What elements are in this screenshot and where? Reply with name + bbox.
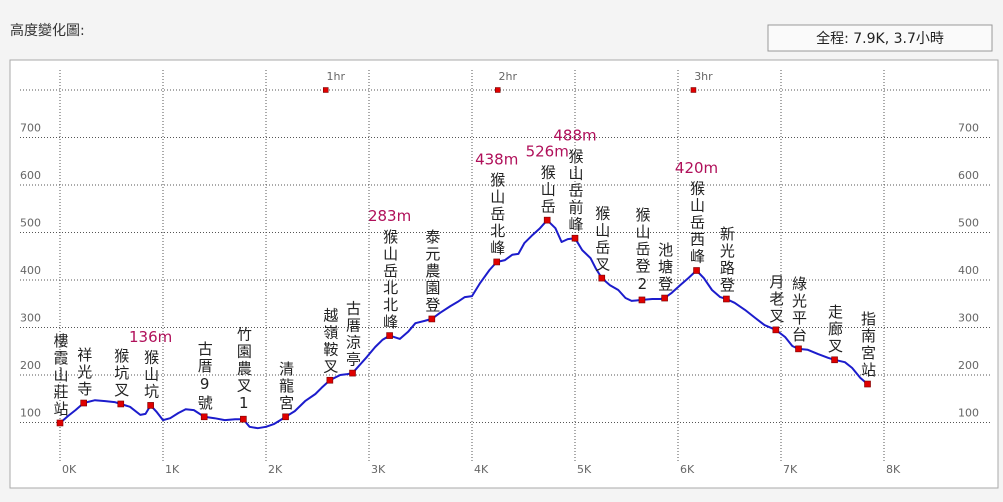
waypoint-marker (795, 345, 802, 353)
x-tick-label: 2K (268, 463, 283, 476)
x-tick-label: 4K (474, 463, 489, 476)
header-title: 高度變化圖: (10, 22, 85, 39)
waypoint-name: 猴山坑 (142, 349, 160, 400)
waypoint-marker (117, 400, 125, 408)
waypoint-name: 月老叉 (767, 274, 785, 325)
waypoint-name: 猴坑叉 (112, 348, 130, 399)
elevation-label: 526m (526, 143, 569, 161)
waypoint-marker (638, 296, 646, 304)
waypoint-marker (240, 415, 247, 423)
waypoint-name: 竹園農叉1 (235, 326, 253, 414)
waypoint-marker (282, 413, 289, 421)
waypoint-marker (326, 376, 334, 384)
waypoint-marker (543, 216, 551, 224)
x-tick-label: 7K (783, 463, 798, 476)
elevation-label: 420m (675, 159, 718, 177)
waypoint-name: 祥光寺 (75, 347, 93, 398)
time-mark (322, 87, 329, 93)
x-tick-label: 8K (886, 463, 901, 476)
elevation-label: 283m (368, 207, 411, 225)
y-tick-label-right: 700 (958, 122, 979, 135)
x-tick-label: 5K (577, 463, 592, 476)
y-tick-label-right: 500 (958, 217, 979, 230)
time-mark-label: 1hr (326, 70, 345, 83)
waypoint-marker (80, 399, 87, 407)
y-tick-label: 300 (20, 312, 41, 325)
waypoint-name: 走廊叉 (826, 304, 844, 355)
x-tick-label: 0K (62, 463, 77, 476)
waypoint-name: 清龍宮 (277, 361, 295, 412)
y-tick-label-right: 200 (958, 359, 979, 372)
waypoint-marker (723, 295, 730, 303)
waypoint-name: 猴山岳 (539, 164, 557, 215)
y-tick-label: 200 (20, 359, 41, 372)
waypoint-marker (831, 356, 838, 364)
waypoint-name: 猴山岳西峰 (688, 181, 706, 266)
waypoint-name: 猴山岳前峰 (567, 148, 585, 233)
waypoint-marker (864, 380, 871, 388)
y-tick-label: 400 (20, 264, 41, 277)
y-tick-label: 100 (20, 407, 41, 420)
elevation-label: 136m (129, 328, 172, 346)
x-tick-label: 1K (165, 463, 180, 476)
waypoint-marker (200, 413, 208, 421)
waypoint-marker (493, 258, 501, 266)
waypoint-name: 猴山岳北峰 (488, 172, 506, 257)
time-mark (495, 87, 501, 93)
waypoint-name: 新光路登 (718, 226, 736, 294)
time-mark-label: 2hr (499, 70, 518, 83)
waypoint-name: 猴山岳登2 (633, 207, 651, 295)
waypoint-name: 古厝9號 (196, 341, 214, 412)
waypoint-name: 古厝涼亭 (344, 300, 362, 368)
waypoint-name: 池塘登 (656, 242, 674, 293)
waypoint-marker (349, 369, 356, 377)
x-tick-label: 3K (371, 463, 386, 476)
waypoint-marker (428, 315, 436, 323)
elevation-label: 488m (553, 127, 596, 145)
time-mark (690, 87, 697, 93)
x-tick-label: 6K (680, 463, 695, 476)
y-tick-label-right: 300 (958, 312, 979, 325)
y-tick-label: 600 (20, 169, 41, 182)
waypoint-name: 泰元農園登 (423, 229, 441, 314)
waypoint-name: 猴山岳叉 (593, 205, 611, 273)
plot-area (9, 59, 999, 489)
summary-box (767, 24, 993, 52)
waypoint-name: 越嶺鞍叉 (321, 307, 339, 375)
waypoint-name: 樓霞山莊站 (52, 333, 70, 418)
elevation-line (59, 219, 869, 430)
summary: 全程: 7.9K, 3.7小時 (816, 30, 944, 47)
y-tick-label: 500 (20, 217, 41, 230)
waypoint-name: 猴山岳北北峰 (381, 229, 399, 331)
waypoint-name: 指南宮站 (859, 311, 877, 379)
y-tick-label-right: 600 (958, 169, 979, 182)
y-tick-label-right: 400 (958, 264, 979, 277)
waypoint-marker (56, 419, 64, 427)
waypoint-name: 綠光平台 (790, 276, 808, 344)
plot: 100 100 200 200 300 300 400 400 500 500 600 600 700 7… (20, 70, 990, 476)
waypoint-marker (693, 267, 700, 274)
waypoint-marker (386, 332, 393, 339)
waypoint-marker (598, 274, 606, 282)
y-tick-label: 700 (20, 122, 41, 135)
waypoint-marker (147, 402, 154, 409)
elevation-label: 438m (475, 150, 518, 168)
y-tick-label-right: 100 (958, 407, 979, 420)
waypoint-marker (772, 326, 780, 334)
waypoint-marker (661, 294, 668, 302)
time-mark-label: 3hr (694, 70, 713, 83)
waypoint-marker (571, 234, 579, 242)
